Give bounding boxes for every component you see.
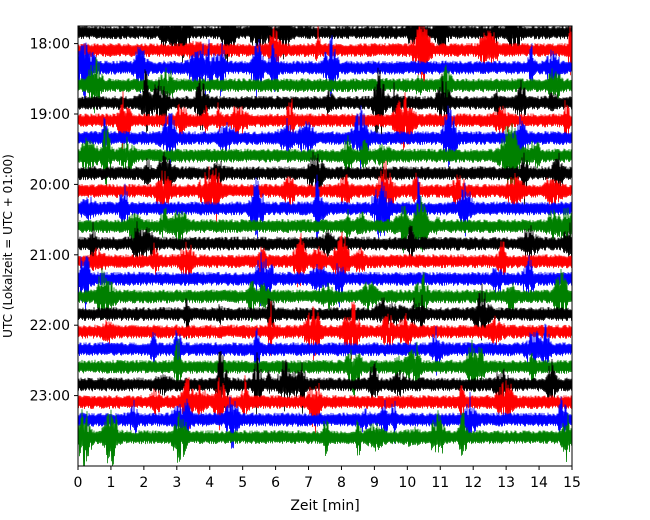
trace-2145 <box>78 283 572 341</box>
trace-1900 <box>78 91 572 155</box>
y-axis: 18:00 19:00 20:00 21:00 22:00 23:00 <box>30 37 78 405</box>
seismic-traces <box>78 26 572 466</box>
trace-2100 <box>78 231 572 288</box>
trace-1930 <box>78 123 572 192</box>
trace-1945 <box>78 151 572 206</box>
y-tick-label: 21:00 <box>30 248 70 264</box>
x-tick-label: 1 <box>106 475 115 491</box>
trace-1915 <box>78 105 572 172</box>
plot-frame <box>77 25 573 467</box>
trace-2045 <box>78 221 572 271</box>
x-tick-label: 4 <box>205 475 214 491</box>
trace-2000 <box>78 160 572 224</box>
y-tick-label: 19:00 <box>30 107 70 123</box>
x-axis-label: Zeit [min] <box>290 498 359 514</box>
y-tick-label: 18:00 <box>30 37 70 53</box>
x-tick-label: 11 <box>431 475 449 491</box>
trace-2115 <box>78 251 572 312</box>
trace-2130 <box>78 267 572 323</box>
trace-2245 <box>78 351 572 424</box>
x-tick-label: 7 <box>304 475 313 491</box>
trace-1845 <box>78 67 572 141</box>
y-tick-label: 22:00 <box>30 318 70 334</box>
trace-2215 <box>78 323 572 376</box>
y-tick-label: 20:00 <box>30 177 70 193</box>
x-tick-label: 15 <box>563 475 581 491</box>
x-tick-label: 5 <box>238 475 247 491</box>
x-tick-label: 13 <box>497 475 515 491</box>
y-tick-label: 23:00 <box>30 389 70 405</box>
trace-1830 <box>78 57 572 114</box>
trace-2300 <box>78 375 572 435</box>
trace-2315 <box>78 391 572 449</box>
x-tick-label: 8 <box>337 475 346 491</box>
trace-1800 <box>78 26 572 87</box>
x-tick-label: 10 <box>398 475 416 491</box>
trace-2030 <box>78 195 572 254</box>
trace-2015 <box>78 174 572 245</box>
trace-2230 <box>78 338 572 400</box>
x-axis: 0 1 2 3 4 5 6 7 8 9 10 11 12 13 14 15 <box>74 466 581 491</box>
x-tick-label: 0 <box>74 475 83 491</box>
x-tick-label: 6 <box>271 475 280 491</box>
x-tick-label: 2 <box>139 475 148 491</box>
x-tick-label: 14 <box>530 475 548 491</box>
x-tick-label: 9 <box>370 475 379 491</box>
x-tick-label: 12 <box>464 475 482 491</box>
y-axis-label: UTC (Lokalzeit = UTC + 01:00) <box>1 154 15 338</box>
trace-2200 <box>78 301 572 361</box>
trace-1815 <box>78 35 572 102</box>
x-tick-label: 3 <box>172 475 181 491</box>
trace-2330 <box>78 409 572 466</box>
